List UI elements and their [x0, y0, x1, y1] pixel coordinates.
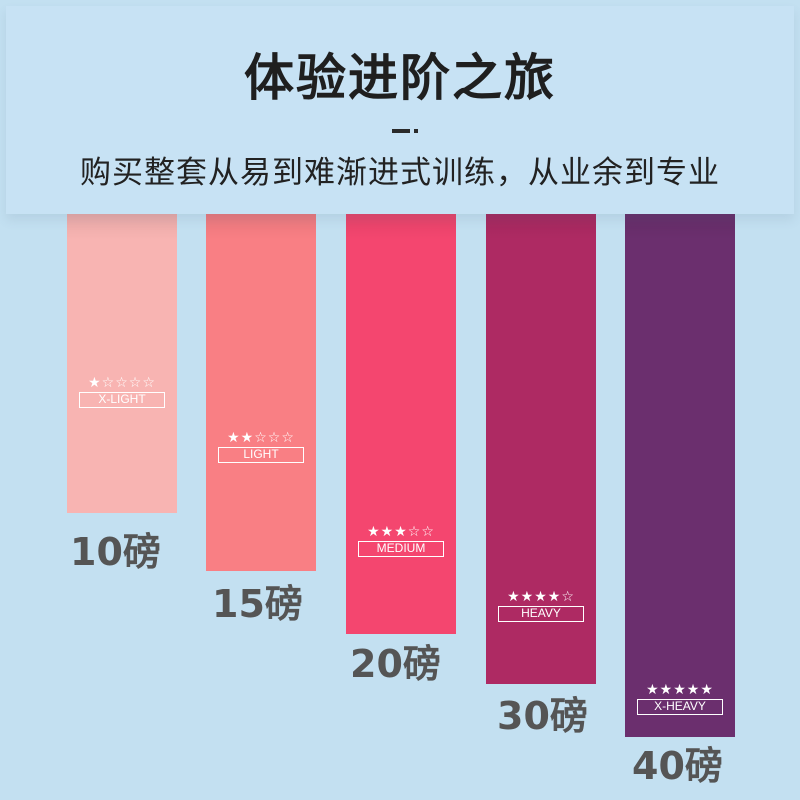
band-weight-label: 20磅 — [350, 642, 441, 686]
star-rating-icon: ★★★★★ — [646, 682, 714, 698]
band-x-heavy: ★★★★★ X-HEAVY — [625, 210, 735, 737]
page-subtitle: 购买整套从易到难渐进式训练，从业余到专业 — [80, 155, 720, 191]
band-level-label: ★★★☆☆ MEDIUM — [358, 524, 444, 557]
star-rating-icon: ★★★☆☆ — [367, 524, 435, 540]
star-rating-icon: ★★★★☆ — [507, 589, 575, 605]
level-tag: X-LIGHT — [79, 392, 165, 408]
band-weight-label: 15磅 — [212, 582, 303, 626]
band-weight-label: 30磅 — [497, 694, 588, 738]
band-x-light: ★☆☆☆☆ X-LIGHT — [67, 210, 177, 513]
header-panel: 体验进阶之旅 购买整套从易到难渐进式训练，从业余到专业 — [6, 6, 794, 214]
band-level-label: ★☆☆☆☆ X-LIGHT — [79, 375, 165, 408]
band-medium: ★★★☆☆ MEDIUM — [346, 210, 456, 634]
band-level-label: ★★☆☆☆ LIGHT — [218, 430, 304, 463]
star-rating-icon: ★★☆☆☆ — [227, 430, 295, 446]
level-tag: X-HEAVY — [637, 699, 723, 715]
band-weight-label: 10磅 — [70, 530, 161, 574]
level-tag: MEDIUM — [358, 541, 444, 557]
band-heavy: ★★★★☆ HEAVY — [486, 210, 596, 684]
page-title: 体验进阶之旅 — [244, 49, 556, 107]
level-tag: LIGHT — [218, 447, 304, 463]
band-light: ★★☆☆☆ LIGHT — [206, 210, 316, 571]
level-tag: HEAVY — [498, 606, 584, 622]
star-rating-icon: ★☆☆☆☆ — [88, 375, 156, 391]
band-level-label: ★★★★☆ HEAVY — [498, 589, 584, 622]
band-weight-label: 40磅 — [632, 744, 723, 788]
title-divider-dot — [414, 129, 418, 133]
band-level-label: ★★★★★ X-HEAVY — [637, 682, 723, 715]
title-divider — [392, 129, 410, 133]
